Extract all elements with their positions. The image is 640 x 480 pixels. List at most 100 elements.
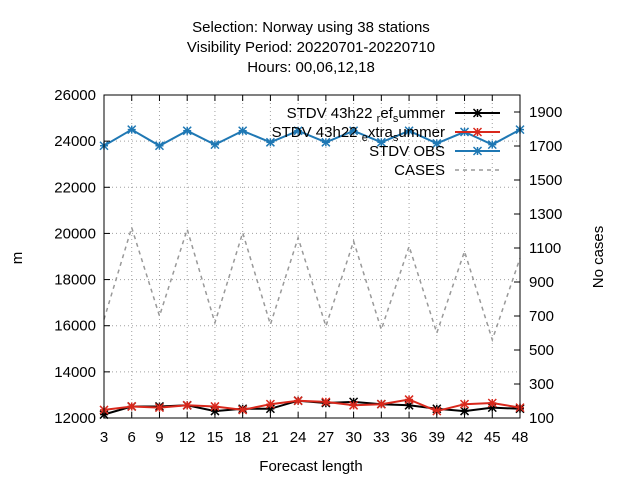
y2-tick-label: 1700: [529, 138, 562, 155]
marker-stroke: [472, 108, 483, 118]
marker-stroke: [210, 140, 220, 150]
data-point: [154, 141, 164, 151]
data-point: [376, 399, 386, 409]
data-point: [376, 137, 386, 147]
marker-stroke: [349, 126, 359, 136]
data-point: [460, 399, 470, 409]
marker-stroke: [460, 406, 470, 416]
data-point: [432, 138, 442, 148]
data-point: [472, 108, 483, 118]
marker-stroke: [321, 397, 331, 407]
title-line: Selection: Norway using 38 stations: [192, 19, 430, 36]
legend-text: ummer: [398, 124, 445, 141]
marker-stroke: [460, 399, 470, 409]
data-point: [127, 125, 137, 135]
x-tick-label: 24: [290, 429, 307, 446]
legend-label: STDV OBS: [369, 143, 445, 160]
data-point: [321, 397, 331, 407]
data-point: [210, 140, 220, 150]
data-point: [404, 126, 414, 136]
y-axis-label: m: [9, 252, 26, 265]
y2-tick-label: 1500: [529, 172, 562, 189]
x-tick-label: 15: [207, 429, 224, 446]
y-tick-label: 26000: [54, 87, 96, 104]
title-line: Hours: 00,06,12,18: [247, 59, 375, 76]
data-point: [265, 137, 275, 147]
data-point: [472, 127, 483, 137]
series-line: [103, 225, 521, 343]
x-tick-label: 12: [179, 429, 196, 446]
data-point: [404, 395, 414, 405]
marker-stroke: [376, 137, 386, 147]
marker-stroke: [293, 126, 303, 136]
y-tick-label: 12000: [54, 410, 96, 427]
data-point: [487, 140, 497, 150]
y-tick-label: 22000: [54, 179, 96, 196]
x-tick-label: 39: [428, 429, 445, 446]
x-tick-label: 9: [155, 429, 163, 446]
grid: [103, 94, 521, 419]
data-point: [127, 401, 137, 411]
y2-tick-label: 300: [529, 376, 554, 393]
x-axis-label: Forecast length: [259, 458, 362, 475]
marker-stroke: [404, 395, 414, 405]
marker-stroke: [321, 137, 331, 147]
y2-tick-label: 500: [529, 342, 554, 359]
y2-tick-label: 900: [529, 274, 554, 291]
legend-label: CASES: [394, 162, 445, 179]
marker-stroke: [432, 406, 442, 416]
marker-stroke: [127, 401, 137, 411]
x-tick-label: 6: [128, 429, 136, 446]
legend-subscript: s: [393, 113, 399, 125]
y2-tick-label: 700: [529, 308, 554, 325]
data-point: [293, 396, 303, 406]
data-point: [349, 126, 359, 136]
x-tick-label: 21: [262, 429, 279, 446]
data-point: [210, 401, 220, 411]
marker-stroke: [154, 403, 164, 413]
legend-text: STDV 43h22: [272, 124, 362, 141]
legend-subscript: e: [362, 132, 368, 144]
data-point: [154, 403, 164, 413]
data-point: [182, 400, 192, 410]
marker-stroke: [472, 127, 483, 137]
chart-title: Selection: Norway using 38 stations Visib…: [187, 19, 435, 76]
marker-stroke: [238, 405, 248, 415]
y-tick-label: 14000: [54, 364, 96, 381]
data-point: [182, 126, 192, 136]
data-point: [293, 126, 303, 136]
y-tick-label: 16000: [54, 318, 96, 335]
marker-stroke: [182, 126, 192, 136]
title-line: Visibility Period: 20220701-20220710: [187, 39, 435, 56]
plot-area: [99, 125, 525, 420]
legend-text: STDV 43h22: [287, 105, 377, 122]
x-tick-label: 33: [373, 429, 390, 446]
x-tick-label: 45: [484, 429, 501, 446]
data-point: [321, 137, 331, 147]
marker-stroke: [472, 146, 483, 156]
marker-stroke: [404, 126, 414, 136]
x-tick-label: 48: [512, 429, 529, 446]
marker-stroke: [265, 399, 275, 409]
y2-tick-label: 1300: [529, 206, 562, 223]
data-point: [472, 146, 483, 156]
legend-text: xtra: [368, 124, 394, 141]
y-tick-label: 18000: [54, 272, 96, 289]
axes: 3 6 9 12 15 18 21 24 27 30 33 36 39 42 45 4812000140001…: [9, 87, 607, 475]
x-tick-label: 42: [456, 429, 473, 446]
legend-subscript: s: [393, 132, 399, 144]
plot-frame: [103, 94, 521, 419]
x-tick-label: 27: [318, 429, 335, 446]
legend-label: STDV 43h22 refsummer: [287, 105, 445, 125]
data-point: [349, 400, 359, 410]
marker-stroke: [265, 137, 275, 147]
marker-stroke: [238, 126, 248, 136]
legend-subscript: r: [377, 113, 381, 125]
marker-stroke: [182, 400, 192, 410]
marker-stroke: [293, 396, 303, 406]
marker-stroke: [349, 400, 359, 410]
x-tick-label: 18: [234, 429, 251, 446]
